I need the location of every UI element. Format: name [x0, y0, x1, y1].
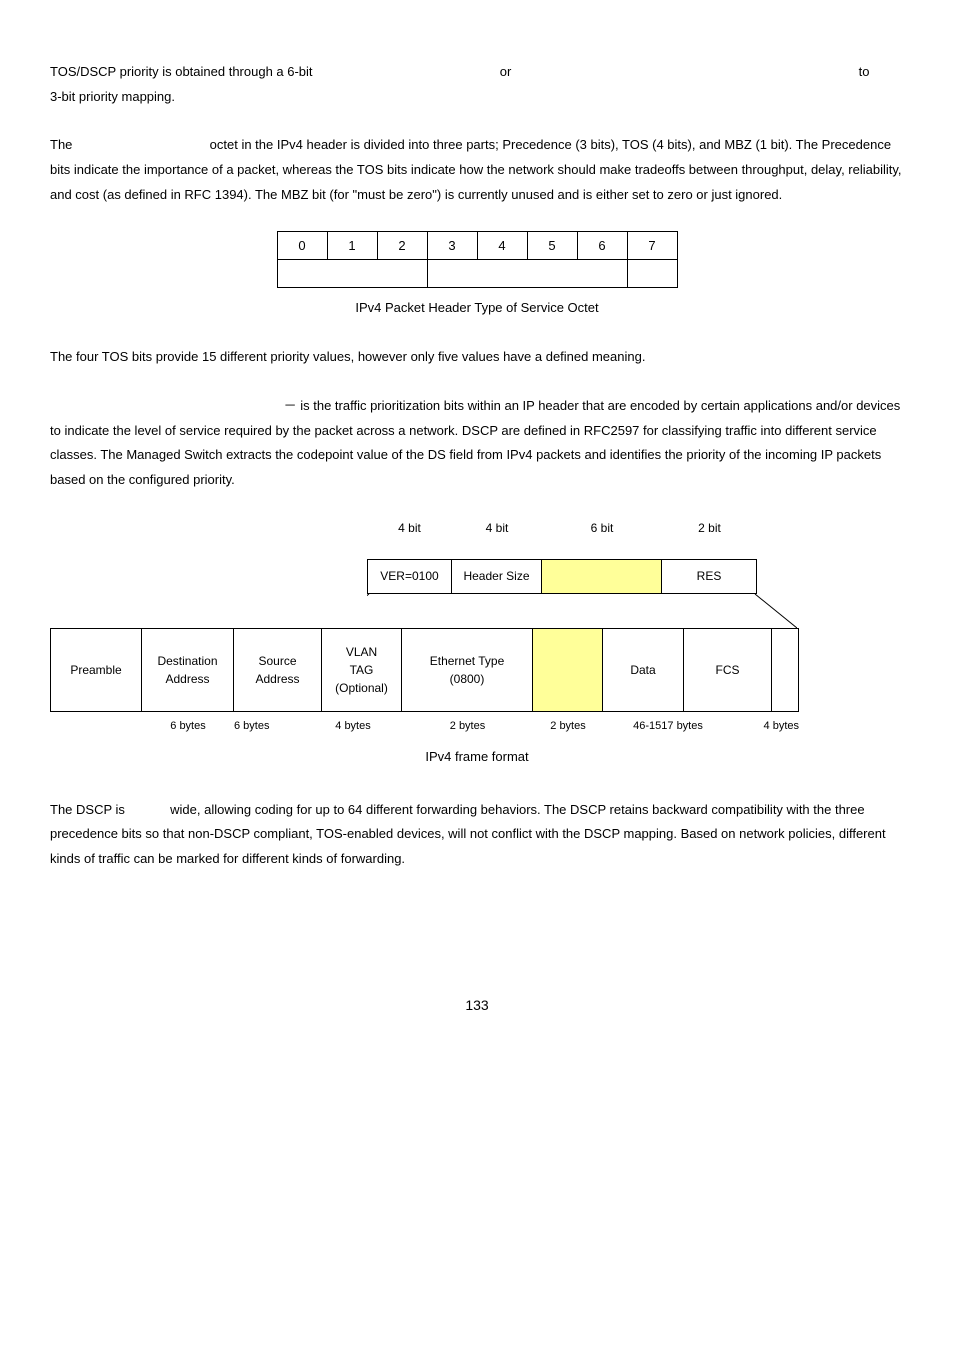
frame-src: SourceAddress — [234, 628, 322, 712]
tos-bit-3: 3 — [427, 232, 477, 260]
hdr-cell-size: Header Size — [452, 559, 542, 594]
hdr-label-1: 4 bit — [452, 517, 542, 540]
frame-data: Data — [603, 628, 684, 712]
tos-mbz-cell — [627, 260, 677, 288]
frame-preamble: Preamble — [50, 628, 142, 712]
frame-caption: IPv4 frame format — [50, 745, 904, 770]
tos-bit-5: 5 — [527, 232, 577, 260]
bytes-labels-row: 6 bytes 6 bytes 4 bytes 2 bytes 2 bytes … — [50, 716, 904, 737]
tos-bit-4: 4 — [477, 232, 527, 260]
hdr-label-0: 4 bit — [367, 517, 452, 540]
bytes-5: 46-1517 bytes — [603, 716, 733, 737]
p2-text-b: octet in the IPv4 header is divided into… — [50, 137, 902, 201]
frame-tail — [772, 628, 799, 712]
connector-lines — [367, 594, 797, 628]
frame-vlan: VLANTAG(Optional) — [322, 628, 402, 712]
bytes-2: 4 bytes — [304, 716, 402, 737]
p2-text-a: The — [50, 137, 72, 152]
frame-highlight — [533, 628, 603, 712]
hdr-cell-ver: VER=0100 — [367, 559, 452, 594]
bytes-0: 6 bytes — [142, 716, 234, 737]
header-cells-row: VER=0100 Header Size RES — [367, 559, 904, 594]
tos-bit-7: 7 — [627, 232, 677, 260]
hdr-cell-dscp — [542, 559, 662, 594]
frame-format-row: Preamble DestinationAddress SourceAddres… — [50, 628, 904, 712]
p1-text-b: or — [500, 64, 512, 79]
bytes-4: 2 bytes — [533, 716, 603, 737]
tos-bit-0: 0 — [277, 232, 327, 260]
tos-precedence-cell — [277, 260, 427, 288]
paragraph-3: The four TOS bits provide 15 different p… — [50, 345, 904, 370]
p1-text-d: 3-bit priority mapping. — [50, 89, 175, 104]
hdr-cell-res: RES — [662, 559, 757, 594]
header-bit-labels: 4 bit 4 bit 6 bit 2 bit — [367, 517, 904, 540]
paragraph-2: The octet in the IPv4 header is divided … — [50, 133, 904, 207]
tos-bit-6: 6 — [577, 232, 627, 260]
tos-bit-2: 2 — [377, 232, 427, 260]
bytes-6: 4 bytes — [733, 716, 799, 737]
frame-fcs: FCS — [684, 628, 772, 712]
tos-bit-1: 1 — [327, 232, 377, 260]
paragraph-1: TOS/DSCP priority is obtained through a … — [50, 60, 904, 109]
hdr-label-3: 2 bit — [662, 517, 757, 540]
tos-tos-cell — [427, 260, 627, 288]
page-number: 133 — [50, 992, 904, 1019]
paragraph-5: The DSCP is wide, allowing coding for up… — [50, 798, 904, 872]
p1-text-a: TOS/DSCP priority is obtained through a … — [50, 64, 313, 79]
frame-ethtype: Ethernet Type(0800) — [402, 628, 533, 712]
tos-octet-table: 0 1 2 3 4 5 6 7 — [277, 231, 678, 288]
bytes-3: 2 bytes — [402, 716, 533, 737]
p1-text-c: to — [859, 64, 870, 79]
bytes-1: 6 bytes — [234, 716, 304, 737]
paragraph-4: － is the traffic prioritization bits wit… — [50, 394, 904, 493]
tos-table-caption: IPv4 Packet Header Type of Service Octet — [50, 296, 904, 321]
hdr-label-2: 6 bit — [542, 517, 662, 540]
p4-text: － is the traffic prioritization bits wit… — [50, 398, 900, 487]
frame-dest: DestinationAddress — [142, 628, 234, 712]
p5-text-b: wide, allowing coding for up to 64 diffe… — [50, 802, 886, 866]
p5-text-a: The DSCP is — [50, 802, 125, 817]
